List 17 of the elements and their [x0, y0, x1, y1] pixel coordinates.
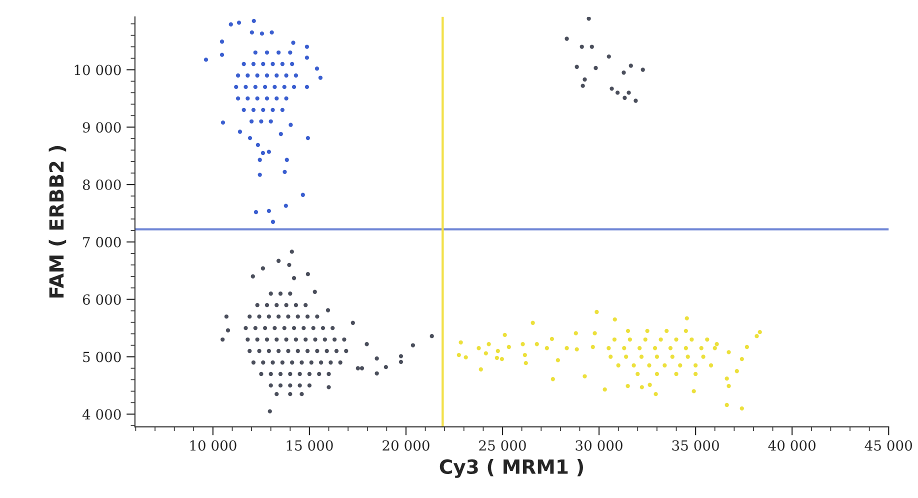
- x-tick-label: 15 000: [286, 440, 333, 451]
- y-tick-label: 5 000: [83, 352, 121, 362]
- x-tick-label: 35 000: [672, 440, 719, 451]
- x-tick-label: 40 000: [768, 440, 816, 451]
- y-tick-label: 10 000: [74, 64, 121, 76]
- x-axis-title: Cy3 ( MRM1 ): [440, 458, 583, 478]
- x-tick-label: 45 000: [864, 440, 912, 451]
- x-tick-label: 10 000: [190, 440, 236, 451]
- y-tick-label: 8 000: [82, 180, 121, 190]
- y-tick-label: 7 000: [83, 236, 121, 248]
- y-tick-label: 9 000: [82, 122, 121, 133]
- x-tick-label: 20 000: [382, 440, 430, 451]
- x-tick-label: 25 000: [479, 440, 526, 451]
- y-tick-label: 6 000: [82, 294, 121, 305]
- y-axis-title: FAM ( ERBB2 ): [48, 146, 66, 298]
- y-tick-label: 4 000: [82, 409, 121, 420]
- x-tick-label: 30 000: [576, 440, 622, 451]
